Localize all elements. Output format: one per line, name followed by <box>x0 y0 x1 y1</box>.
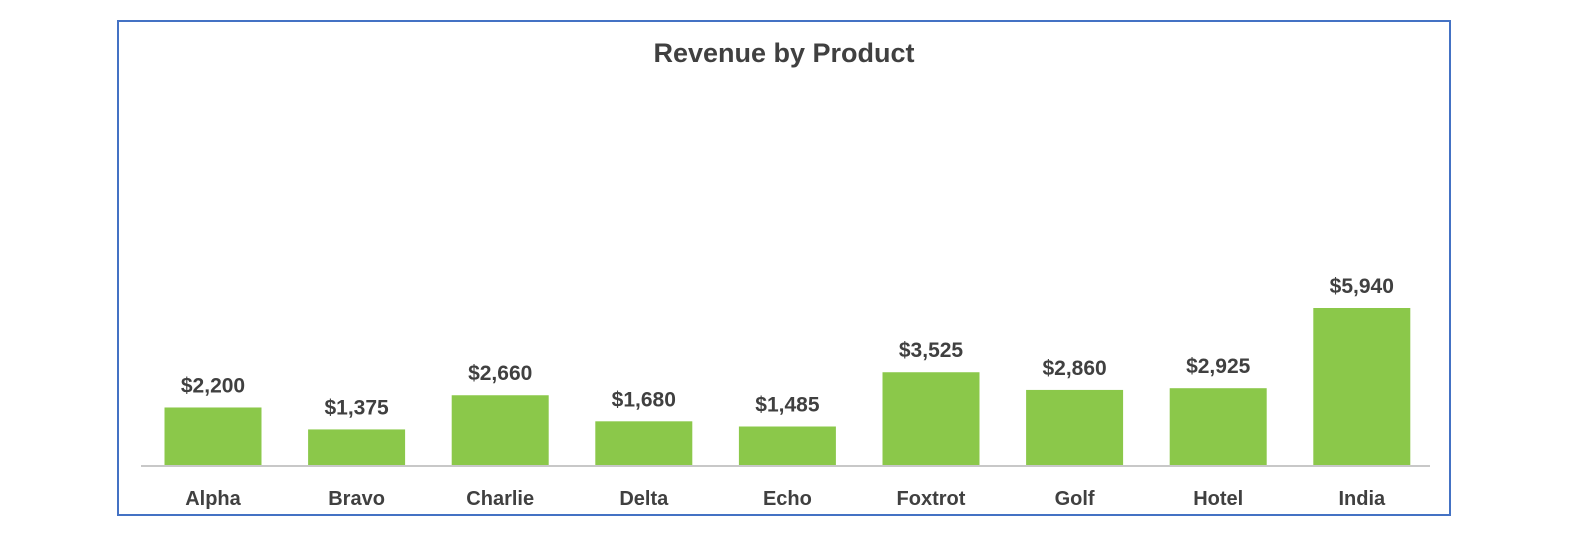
x-tick-label: Hotel <box>1193 488 1243 510</box>
data-label: $2,925 <box>1186 355 1251 378</box>
chart-title: Revenue by Product <box>653 38 914 68</box>
x-tick-label: Charlie <box>466 488 534 510</box>
bar-echo <box>738 426 836 466</box>
data-label: $1,485 <box>755 394 820 417</box>
data-label: $2,200 <box>181 374 245 397</box>
chart-frame <box>117 20 1451 516</box>
bar-golf <box>1026 389 1124 466</box>
x-tick-label: Bravo <box>328 488 385 510</box>
data-label: $3,525 <box>899 339 964 362</box>
bar-india <box>1313 308 1411 466</box>
data-label: $5,940 <box>1330 275 1394 298</box>
bar-delta <box>595 421 693 466</box>
x-tick-label: Delta <box>619 488 669 510</box>
x-tick-label: Foxtrot <box>897 488 966 510</box>
bar-charlie <box>451 395 549 466</box>
x-tick-label: Alpha <box>185 488 241 510</box>
bar-foxtrot <box>882 372 980 466</box>
x-tick-label: Echo <box>763 488 812 510</box>
bar-hotel <box>1169 388 1267 466</box>
bar-bravo <box>308 429 406 466</box>
data-label: $1,375 <box>324 396 389 419</box>
bar-alpha <box>164 407 262 466</box>
data-label: $2,860 <box>1042 357 1106 380</box>
data-label: $2,660 <box>468 362 532 385</box>
x-tick-label: Golf <box>1055 488 1095 510</box>
data-label: $1,680 <box>612 388 676 411</box>
x-tick-label: India <box>1338 488 1386 510</box>
